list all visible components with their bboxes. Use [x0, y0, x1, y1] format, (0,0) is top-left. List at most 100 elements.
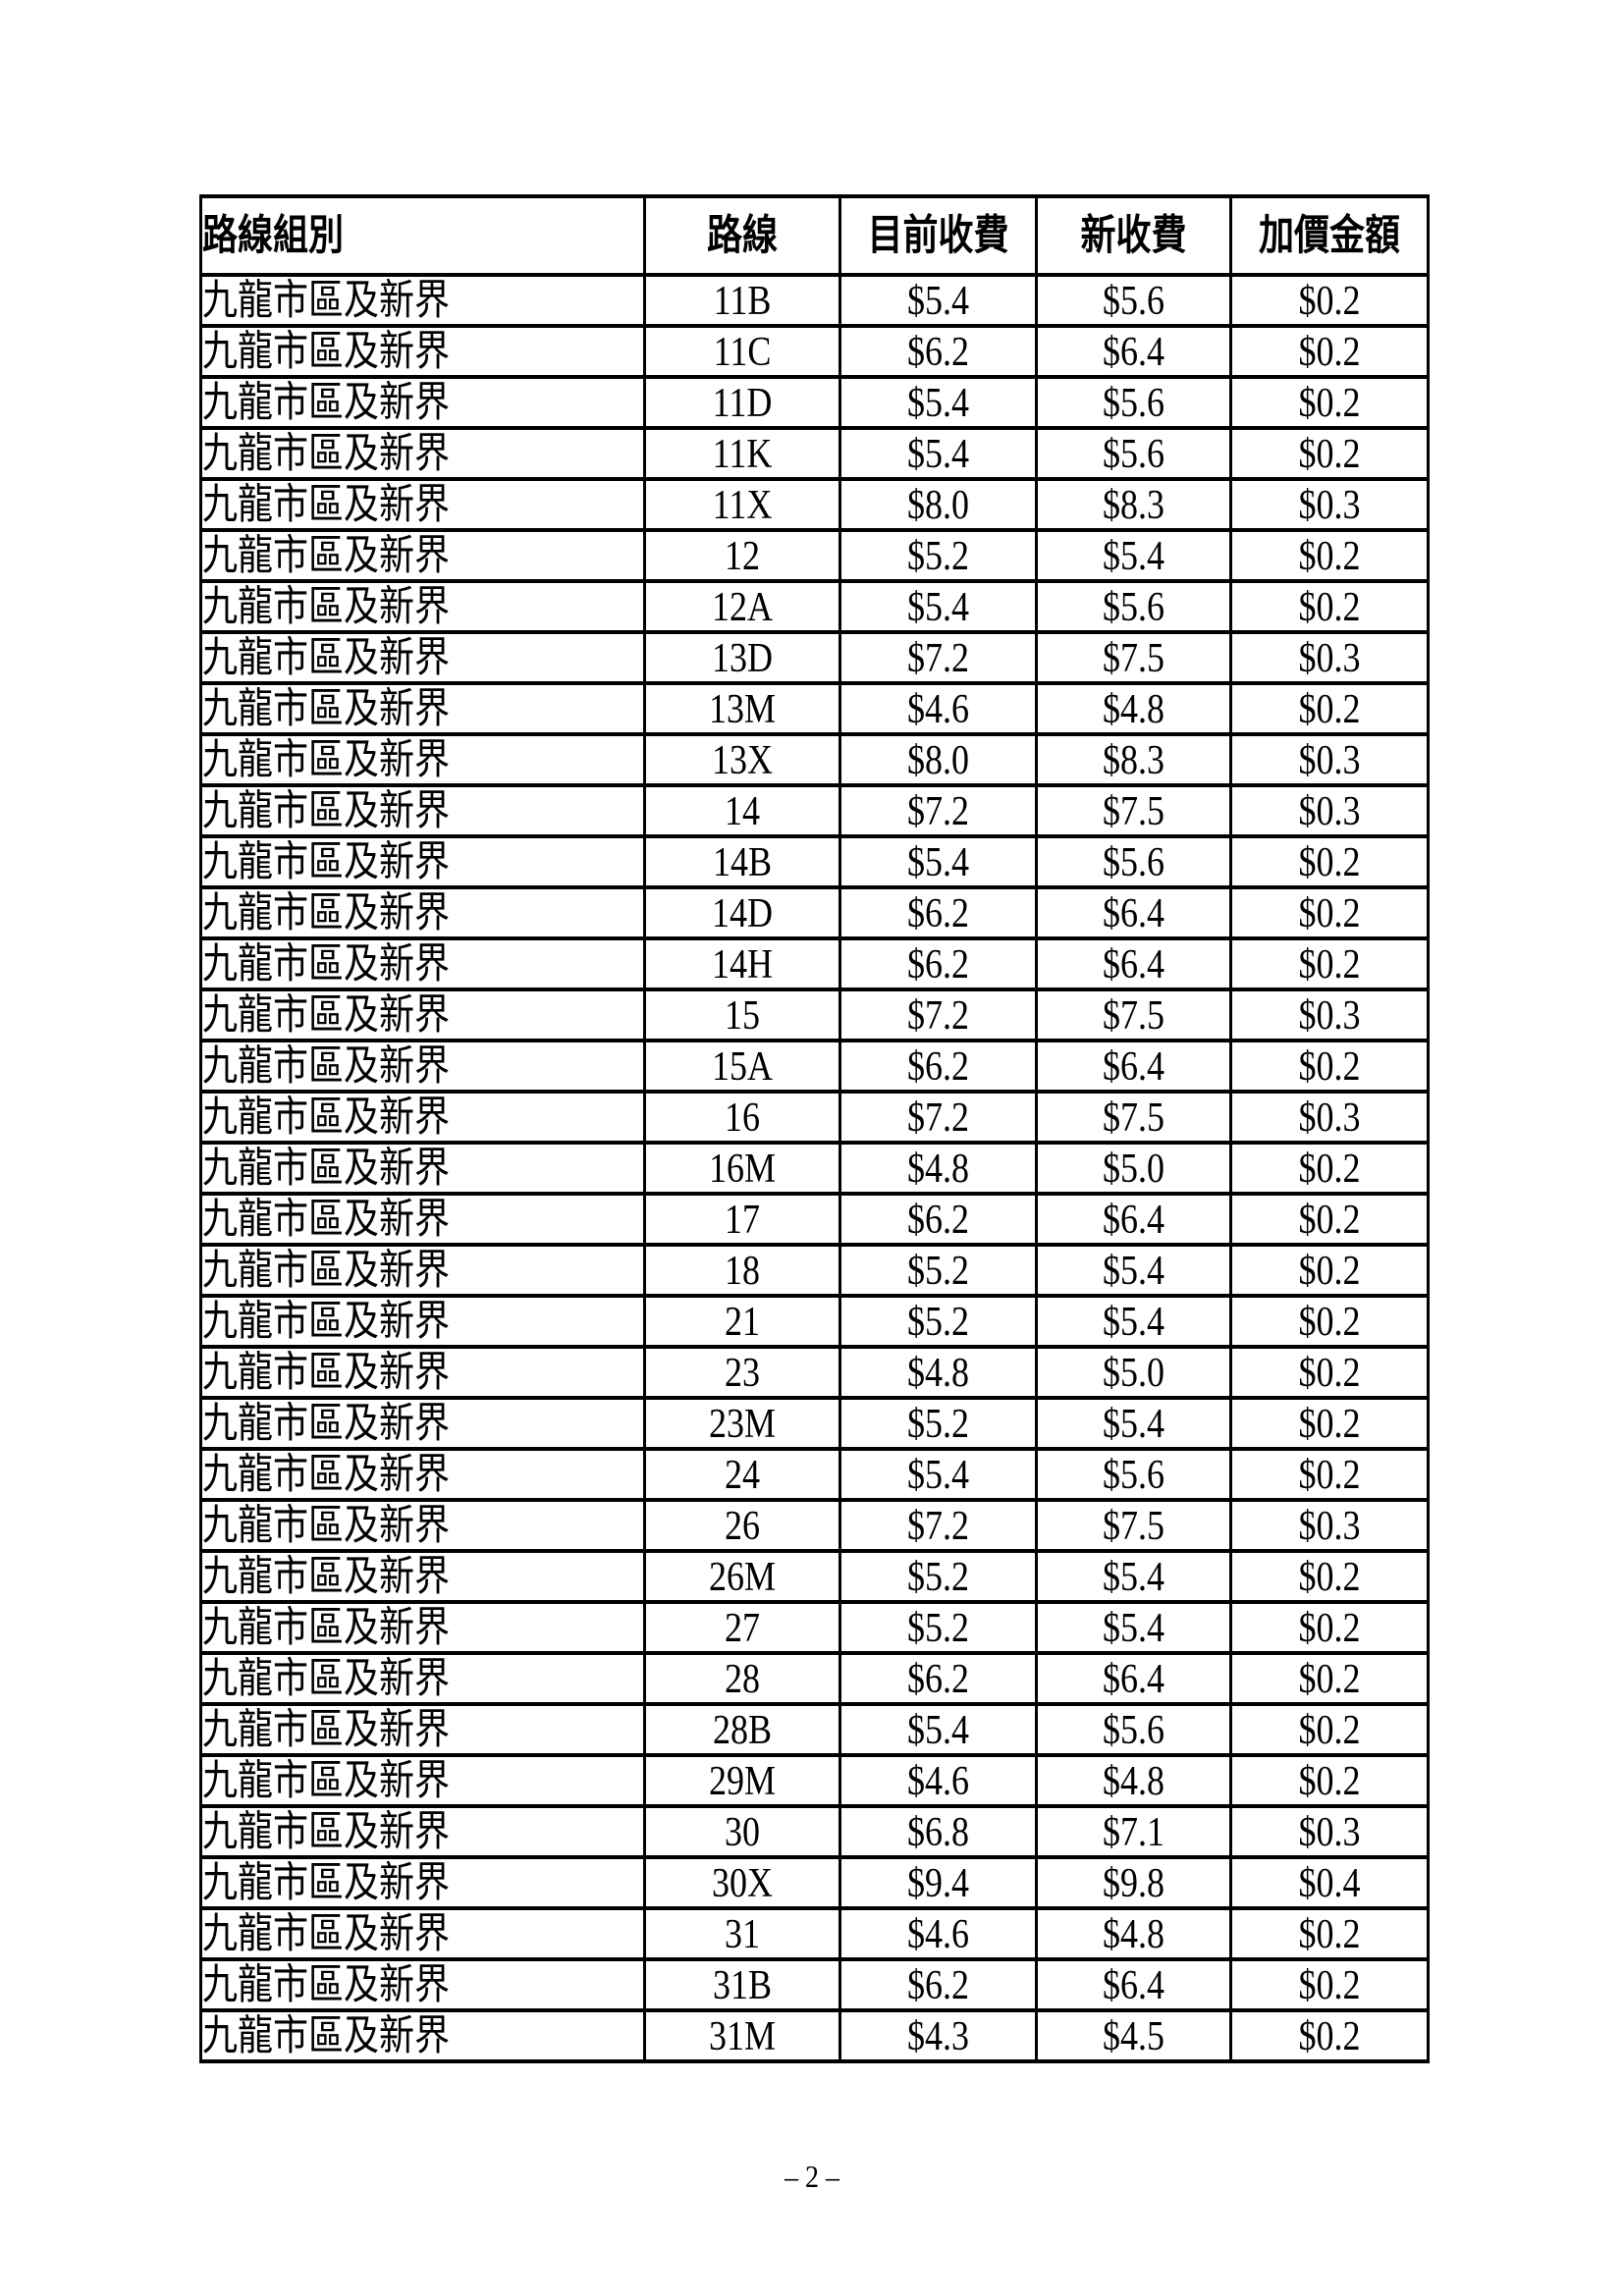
new-fare-cell: $5.6 — [1035, 426, 1232, 481]
increase-cell: $0.2 — [1229, 1600, 1430, 1655]
column-header-route-group-text: 路線組別 — [202, 212, 345, 259]
increase-cell-text: $0.4 — [1298, 1859, 1361, 1906]
new-fare-cell: $4.8 — [1035, 681, 1232, 736]
current-fare-cell: $8.0 — [839, 477, 1038, 532]
route-cell-text: 11B — [713, 277, 772, 324]
new-fare-cell-text: $7.1 — [1103, 1808, 1164, 1855]
route-group-cell: 九龍市區及新界 — [199, 375, 646, 430]
current-fare-cell: $4.6 — [839, 681, 1038, 736]
route-cell-text: 16 — [725, 1094, 760, 1141]
new-fare-cell-text: $4.8 — [1103, 1757, 1164, 1804]
current-fare-cell-text: $6.2 — [907, 1961, 969, 2008]
route-cell: 11K — [643, 426, 841, 481]
new-fare-cell: $5.6 — [1035, 834, 1232, 889]
table-row: 九龍市區及新界 15 $7.2 $7.5 $0.3 — [199, 988, 1430, 1042]
route-cell: 23M — [643, 1396, 841, 1451]
column-header-route: 路線 — [643, 194, 841, 277]
new-fare-cell: $5.6 — [1035, 1447, 1232, 1502]
route-group-cell-text: 九龍市區及新界 — [202, 1502, 451, 1549]
new-fare-cell-text: $6.4 — [1103, 889, 1164, 936]
route-group-cell-text: 九龍市區及新界 — [202, 1145, 451, 1192]
new-fare-cell-text: $6.4 — [1103, 1042, 1164, 1090]
increase-cell-text: $0.2 — [1298, 1042, 1361, 1090]
route-cell: 13D — [643, 630, 841, 685]
route-group-cell-text: 九龍市區及新界 — [202, 532, 451, 579]
current-fare-cell: $6.8 — [839, 1804, 1038, 1859]
new-fare-cell-text: $4.8 — [1103, 685, 1164, 732]
current-fare-cell: $4.8 — [839, 1345, 1038, 1400]
current-fare-cell: $6.2 — [839, 885, 1038, 940]
route-group-cell: 九龍市區及新界 — [199, 732, 646, 787]
route-group-cell: 九龍市區及新界 — [199, 1243, 646, 1298]
route-cell-text: 23 — [725, 1349, 760, 1396]
current-fare-cell-text: $6.2 — [907, 328, 969, 375]
table-row: 九龍市區及新界 31 $4.6 $4.8 $0.2 — [199, 1906, 1430, 1961]
route-group-cell-text: 九龍市區及新界 — [202, 940, 451, 988]
table-row: 九龍市區及新界 23M $5.2 $5.4 $0.2 — [199, 1396, 1430, 1451]
increase-cell: $0.2 — [1229, 1753, 1430, 1808]
route-group-cell-text: 九龍市區及新界 — [202, 838, 451, 885]
new-fare-cell-text: $7.5 — [1103, 787, 1164, 834]
route-group-cell-text: 九龍市區及新界 — [202, 736, 451, 783]
table-row: 九龍市區及新界 23 $4.8 $5.0 $0.2 — [199, 1345, 1430, 1400]
route-cell: 28B — [643, 1702, 841, 1757]
route-cell: 26M — [643, 1549, 841, 1604]
route-group-cell: 九龍市區及新界 — [199, 1957, 646, 2012]
new-fare-cell: $8.3 — [1035, 477, 1232, 532]
route-group-cell: 九龍市區及新界 — [199, 783, 646, 838]
route-cell: 24 — [643, 1447, 841, 1502]
table-row: 九龍市區及新界 11K $5.4 $5.6 $0.2 — [199, 426, 1430, 481]
current-fare-cell: $4.8 — [839, 1141, 1038, 1196]
current-fare-cell-text: $6.2 — [907, 940, 969, 988]
new-fare-cell: $7.5 — [1035, 1498, 1232, 1553]
current-fare-cell-text: $8.0 — [907, 736, 969, 783]
increase-cell: $0.3 — [1229, 630, 1430, 685]
new-fare-cell: $6.4 — [1035, 936, 1232, 991]
increase-cell-text: $0.3 — [1298, 1502, 1361, 1549]
route-group-cell: 九龍市區及新界 — [199, 1039, 646, 1094]
current-fare-cell-text: $5.2 — [907, 532, 969, 579]
current-fare-cell-text: $5.4 — [907, 838, 969, 885]
route-group-cell: 九龍市區及新界 — [199, 1090, 646, 1145]
route-group-cell-text: 九龍市區及新界 — [202, 1706, 451, 1753]
current-fare-cell-text: $5.4 — [907, 379, 969, 426]
route-group-cell-text: 九龍市區及新界 — [202, 328, 451, 375]
column-header-new-fare-text: 新收費 — [1080, 212, 1187, 259]
table-row: 九龍市區及新界 26 $7.2 $7.5 $0.3 — [199, 1498, 1430, 1553]
increase-cell-text: $0.3 — [1298, 634, 1361, 681]
route-group-cell: 九龍市區及新界 — [199, 1294, 646, 1349]
route-group-cell-text: 九龍市區及新界 — [202, 1400, 451, 1447]
new-fare-cell: $5.6 — [1035, 375, 1232, 430]
increase-cell-text: $0.2 — [1298, 379, 1361, 426]
increase-cell-text: $0.2 — [1298, 1604, 1361, 1651]
increase-cell: $0.3 — [1229, 732, 1430, 787]
route-group-cell: 九龍市區及新界 — [199, 1906, 646, 1961]
new-fare-cell: $4.5 — [1035, 2008, 1232, 2063]
current-fare-cell: $5.4 — [839, 375, 1038, 430]
new-fare-cell: $4.8 — [1035, 1906, 1232, 1961]
route-cell-text: 11K — [712, 430, 773, 477]
new-fare-cell: $6.4 — [1035, 324, 1232, 379]
new-fare-cell-text: $4.5 — [1103, 2012, 1164, 2059]
route-cell: 12A — [643, 579, 841, 634]
route-cell: 14D — [643, 885, 841, 940]
current-fare-cell-text: $4.8 — [907, 1349, 969, 1396]
increase-cell: $0.3 — [1229, 1804, 1430, 1859]
route-group-cell-text: 九龍市區及新界 — [202, 991, 451, 1039]
new-fare-cell: $7.1 — [1035, 1804, 1232, 1859]
increase-cell: $0.2 — [1229, 1345, 1430, 1400]
new-fare-cell-text: $8.3 — [1103, 736, 1164, 783]
table-row: 九龍市區及新界 28B $5.4 $5.6 $0.2 — [199, 1702, 1430, 1757]
increase-cell-text: $0.2 — [1298, 1247, 1361, 1294]
route-cell: 11B — [643, 273, 841, 328]
table-row: 九龍市區及新界 14 $7.2 $7.5 $0.3 — [199, 783, 1430, 838]
route-group-cell-text: 九龍市區及新界 — [202, 1910, 451, 1957]
increase-cell: $0.3 — [1229, 988, 1430, 1042]
table-row: 九龍市區及新界 14D $6.2 $6.4 $0.2 — [199, 885, 1430, 940]
route-group-cell-text: 九龍市區及新界 — [202, 1604, 451, 1651]
increase-cell: $0.2 — [1229, 2008, 1430, 2063]
increase-cell: $0.2 — [1229, 1702, 1430, 1757]
increase-cell: $0.2 — [1229, 1192, 1430, 1247]
fare-table: 路線組別 路線 目前收費 新收費 加價金額 九龍市區及新界 11B $5.4 $5.6… — [199, 194, 1430, 2063]
route-cell-text: 14 — [725, 787, 760, 834]
